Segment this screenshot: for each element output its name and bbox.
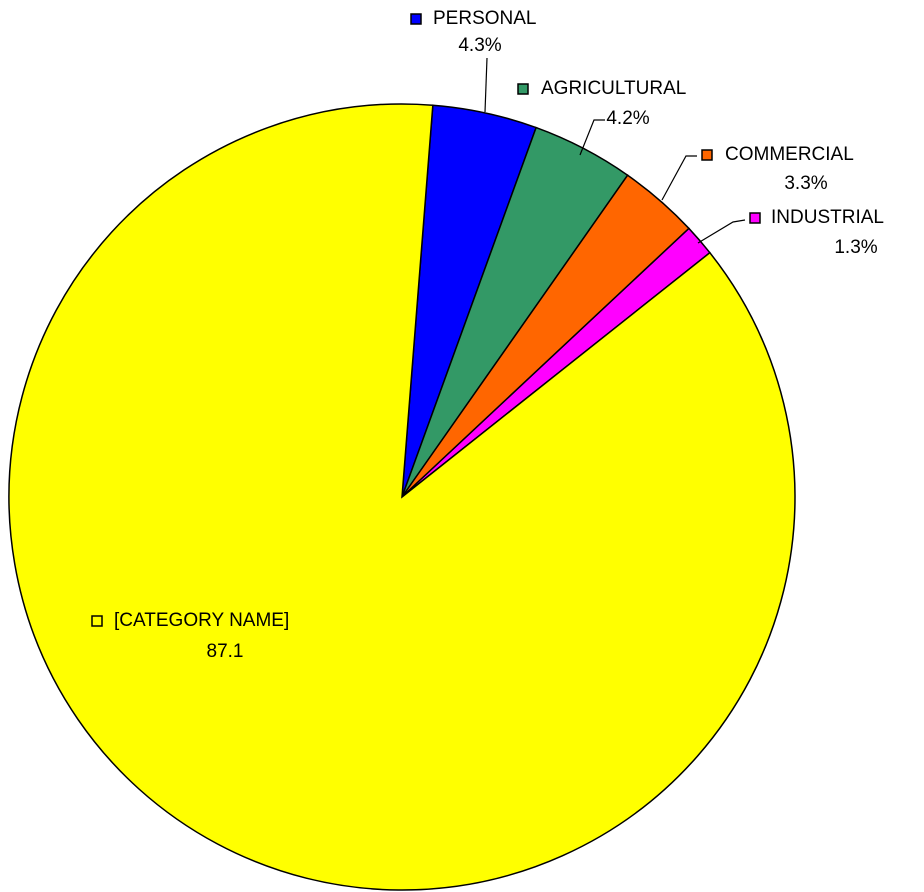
value-label: 87.1 (207, 641, 244, 662)
pie-slice (8, 103, 796, 891)
leader-line (484, 57, 488, 113)
leader-line (579, 119, 605, 156)
category-label: INDUSTRIAL (771, 207, 884, 228)
category-label: PERSONAL (433, 8, 536, 29)
legend-swatch (749, 212, 761, 224)
category-label: COMMERCIAL (725, 144, 854, 165)
leader-line (661, 155, 697, 201)
value-label: 1.3% (834, 237, 877, 258)
legend-swatch (701, 149, 713, 161)
value-label: 3.3% (784, 173, 827, 194)
category-label: AGRICULTURAL (541, 78, 686, 99)
value-label: 4.2% (606, 108, 649, 129)
legend-swatch (91, 615, 103, 627)
legend-swatch (517, 83, 529, 95)
value-label: 4.3% (458, 35, 501, 56)
category-label: [CATEGORY NAME] (114, 610, 289, 631)
legend-swatch (410, 13, 422, 25)
leader-line (697, 219, 746, 244)
